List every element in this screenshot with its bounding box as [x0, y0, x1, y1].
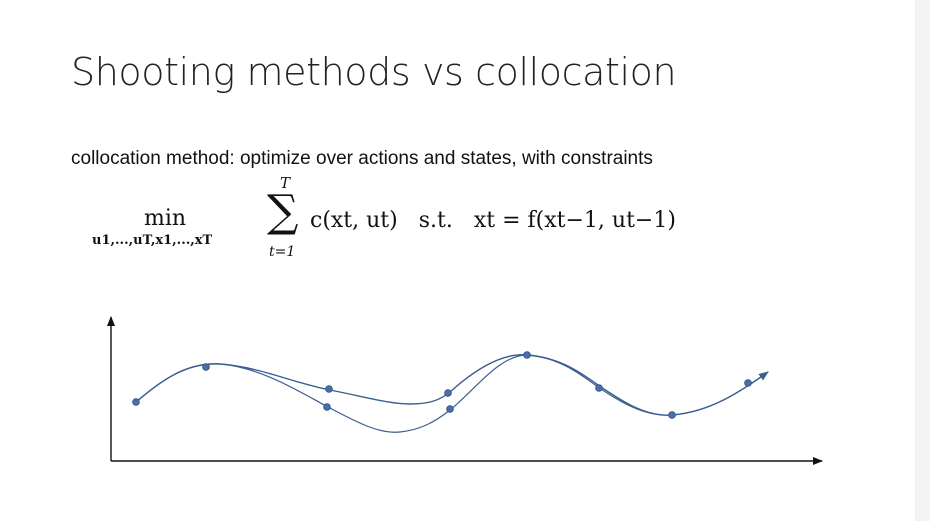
point-2-lower: [323, 403, 331, 411]
point-3-lower: [446, 405, 454, 413]
cost-term: c(xt, ut): [310, 208, 398, 233]
optimization-equation: min u1,...,uT,x1,...,xT T ∑ t=1 c(xt, ut…: [88, 174, 688, 270]
point-3-upper: [444, 389, 452, 397]
lower-trajectory-curve: [135, 354, 769, 433]
point-4: [523, 351, 531, 359]
collocation-points: [132, 351, 752, 419]
sum-upper-limit: T: [280, 174, 291, 192]
trajectory-diagram: [107, 316, 823, 465]
point-7: [744, 379, 752, 387]
point-6: [668, 411, 676, 419]
right-margin-strip: [915, 0, 930, 521]
such-that-label: s.t.: [418, 208, 453, 233]
point-5: [595, 384, 603, 392]
min-operator: min: [144, 206, 187, 231]
sum-sigma: ∑: [267, 186, 299, 237]
point-2-upper: [325, 385, 333, 393]
sum-lower-limit: t=1: [269, 244, 296, 260]
point-1: [202, 363, 210, 371]
dynamics-constraint: xt = f(xt−1, ut−1): [473, 208, 676, 233]
min-subscript: u1,...,uT,x1,...,xT: [92, 233, 213, 248]
slide-subtitle: collocation method: optimize over action…: [71, 148, 653, 169]
slide-title: Shooting methods vs collocation: [71, 50, 677, 94]
point-start: [132, 398, 140, 406]
equation-body: c(xt, ut) s.t. xt = f(xt−1, ut−1): [310, 208, 676, 233]
